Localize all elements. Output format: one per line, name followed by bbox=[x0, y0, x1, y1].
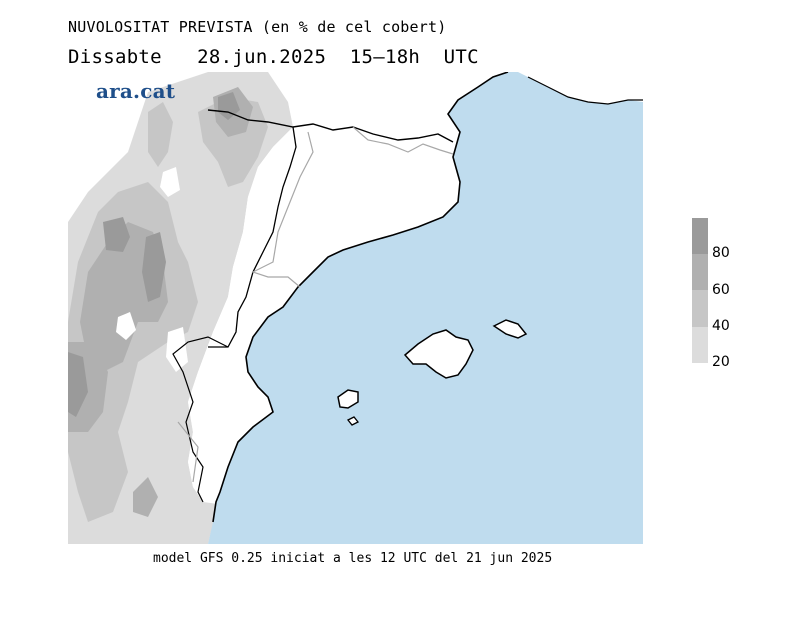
clear-patch bbox=[116, 312, 136, 340]
legend-swatch-80-100 bbox=[692, 218, 708, 254]
clear-patch bbox=[160, 167, 180, 197]
legend-swatch-40-60 bbox=[692, 290, 708, 327]
model-info: model GFS 0.25 iniciat a les 12 UTC del … bbox=[153, 551, 553, 566]
coastline bbox=[212, 72, 509, 523]
chart-title: NUVOLOSITAT PREVISTA (en % de cel cobert… bbox=[68, 18, 447, 36]
forecast-date: Dissabte 28.jun.2025 15–18h UTC bbox=[68, 46, 479, 68]
legend-label-40: 40 bbox=[712, 318, 730, 334]
cloud-band-80-100 bbox=[68, 352, 88, 417]
legend-colorbar bbox=[692, 218, 708, 363]
border-france-east bbox=[527, 76, 643, 105]
cloud-band-80-100 bbox=[142, 232, 166, 302]
clear-land-region bbox=[188, 112, 453, 502]
sea bbox=[208, 72, 643, 544]
border-aragon-catalonia bbox=[208, 126, 297, 348]
island-menorca bbox=[492, 319, 528, 339]
border-valencia bbox=[172, 336, 229, 503]
legend-swatch-20-40 bbox=[692, 327, 708, 363]
province-border bbox=[177, 421, 199, 483]
border-france bbox=[207, 109, 454, 143]
cloud-band-80-100 bbox=[103, 217, 130, 252]
cloud-band-40-60 bbox=[148, 102, 173, 167]
brand-logo[interactable]: ara.cat bbox=[96, 79, 176, 103]
island-formentera bbox=[346, 416, 360, 426]
cloud-band-80-100 bbox=[218, 92, 240, 120]
cloud-band-60-80 bbox=[133, 477, 158, 517]
legend-label-20: 20 bbox=[712, 354, 730, 370]
island-mallorca bbox=[403, 329, 474, 379]
province-border bbox=[251, 131, 314, 288]
legend-label-60: 60 bbox=[712, 282, 730, 298]
cloud-band-40-60 bbox=[198, 97, 268, 187]
province-border bbox=[352, 126, 454, 155]
clear-patch bbox=[166, 327, 188, 372]
legend-label-80: 80 bbox=[712, 245, 730, 261]
cloud-cover-map bbox=[68, 72, 643, 544]
island-eivissa bbox=[337, 389, 359, 409]
legend-swatch-60-80 bbox=[692, 254, 708, 290]
